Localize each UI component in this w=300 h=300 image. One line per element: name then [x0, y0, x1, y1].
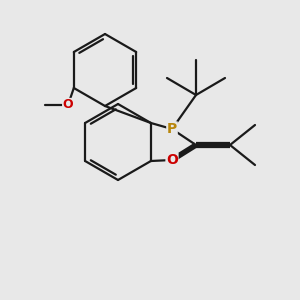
Text: O: O	[166, 153, 178, 167]
Text: P: P	[167, 122, 177, 136]
Text: O: O	[63, 98, 73, 112]
